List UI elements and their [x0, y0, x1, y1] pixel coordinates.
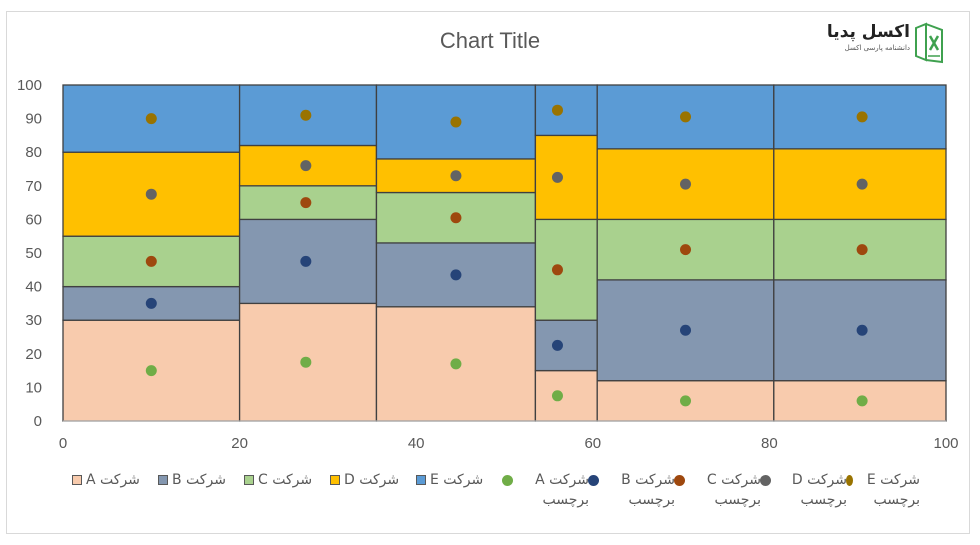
label-point-4-2: [300, 160, 312, 172]
x-tick-label: 100: [933, 435, 958, 452]
label-point-4-6: [856, 178, 868, 190]
legend-label: شرکت A: [86, 472, 140, 488]
y-tick-label: 0: [34, 413, 42, 430]
label-point-3-4: [551, 264, 563, 276]
x-tick-label: 0: [59, 435, 67, 452]
label-point-5-5: [680, 111, 692, 123]
legend-item: شرکت A: [72, 470, 140, 490]
label-point-3-3: [450, 212, 462, 224]
legend-swatch: [330, 475, 340, 485]
label-point-1-4: [551, 390, 563, 402]
legend-marker: [760, 475, 771, 486]
legend-item: شرکت B: [158, 470, 226, 490]
x-tick-label: 80: [761, 435, 778, 452]
chart-title: Chart Title: [439, 28, 541, 53]
legend: شرکت A شرکت B شرکت C شرکت D شرکت E شرکت A برچ…: [60, 470, 920, 520]
legend-item: شرکت D: [330, 470, 399, 490]
legend-label: شرکت C: [258, 472, 313, 488]
legend-label: شرکت E: [430, 472, 484, 488]
label-point-2-1: [145, 297, 157, 309]
y-tick-label: 10: [25, 379, 42, 396]
segment-3-col-4: [534, 218, 598, 321]
label-point-5-6: [856, 111, 868, 123]
segment-2-col-4: [534, 319, 598, 372]
legend-marker: [588, 475, 599, 486]
legend-item: شرکت C برچسب: [674, 470, 761, 510]
label-point-3-5: [680, 244, 692, 256]
y-tick-label: 40: [25, 279, 42, 296]
label-point-4-5: [680, 178, 692, 190]
label-point-1-2: [300, 356, 312, 368]
logo-tagline: دانشنامه پارسی اکسل: [844, 44, 910, 52]
label-point-1-1: [145, 365, 157, 377]
legend-item: شرکت B برچسب: [588, 470, 675, 510]
label-point-2-4: [551, 339, 563, 351]
legend-marker: [846, 475, 853, 486]
legend-label: شرکت B برچسب: [621, 472, 675, 508]
legend-marker: [502, 475, 513, 486]
label-point-1-3: [450, 358, 462, 370]
label-point-4-4: [551, 171, 563, 183]
legend-swatch: [158, 475, 168, 485]
legend-swatch: [72, 475, 82, 485]
segment-4-col-4: [534, 134, 598, 221]
y-tick-label: 90: [25, 111, 42, 128]
label-point-3-6: [856, 244, 868, 256]
label-point-5-2: [300, 109, 312, 121]
y-tick-label: 100: [17, 77, 42, 94]
legend-label: شرکت D برچسب: [791, 472, 847, 508]
label-point-2-5: [680, 324, 692, 336]
label-point-1-6: [856, 395, 868, 407]
label-point-5-1: [145, 113, 157, 125]
legend-label: شرکت B: [172, 472, 226, 488]
y-tick-label: 30: [25, 312, 42, 329]
legend-item: شرکت D برچسب: [760, 470, 847, 510]
legend-swatch: [416, 475, 426, 485]
label-point-5-4: [551, 104, 563, 116]
y-tick-label: 80: [25, 144, 42, 161]
logo-name: اکسل پدیا: [826, 22, 910, 42]
y-tick-label: 20: [25, 346, 42, 363]
legend-label: شرکت C برچسب: [706, 472, 761, 508]
segment-5-col-4: [534, 84, 598, 137]
legend-item: شرکت A برچسب: [502, 470, 589, 510]
legend-swatch: [244, 475, 254, 485]
x-tick-label: 60: [584, 435, 601, 452]
label-point-5-3: [450, 116, 462, 128]
label-point-2-2: [300, 255, 312, 267]
legend-item: شرکت C: [244, 470, 312, 490]
label-point-1-5: [680, 395, 692, 407]
legend-label: شرکت A برچسب: [535, 472, 589, 508]
label-point-3-1: [145, 255, 157, 267]
legend-item: شرکت E: [416, 470, 483, 490]
y-tick-label: 50: [25, 245, 42, 262]
legend-item: شرکت E برچسب: [846, 470, 920, 510]
x-tick-label: 40: [408, 435, 425, 452]
label-point-2-3: [450, 269, 462, 281]
segment-1-col-4: [534, 369, 598, 422]
x-tick-label: 20: [231, 435, 248, 452]
label-point-4-1: [145, 188, 157, 200]
legend-label: شرکت E برچسب: [866, 472, 920, 508]
legend-marker: [674, 475, 685, 486]
label-point-3-2: [300, 197, 312, 209]
legend-label: شرکت D: [344, 472, 400, 488]
excel-logo-icon: [915, 22, 943, 64]
label-point-4-3: [450, 170, 462, 182]
brand-logo: اکسل پدیا دانشنامه پارسی اکسل: [822, 20, 946, 64]
y-tick-label: 60: [25, 211, 42, 228]
y-tick-label: 70: [25, 178, 42, 195]
label-point-2-6: [856, 324, 868, 336]
